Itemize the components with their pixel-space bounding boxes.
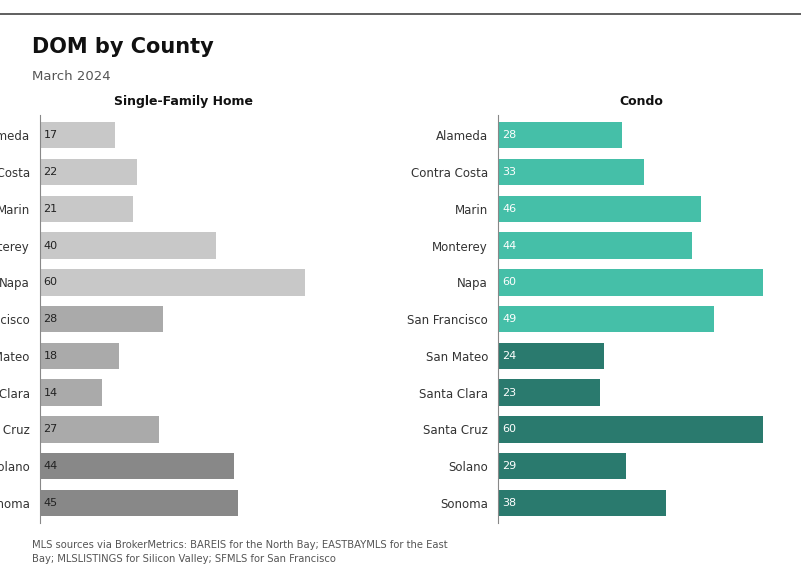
Bar <box>498 306 714 332</box>
Text: 45: 45 <box>43 498 58 508</box>
Bar <box>40 269 304 296</box>
Text: 17: 17 <box>43 130 58 140</box>
Text: 23: 23 <box>502 388 516 398</box>
Text: 28: 28 <box>502 130 517 140</box>
Bar <box>40 196 133 222</box>
Text: MLS sources via BrokerMetrics: BAREIS for the North Bay; EASTBAYMLS for the East: MLS sources via BrokerMetrics: BAREIS fo… <box>32 540 448 564</box>
Text: 24: 24 <box>502 351 517 361</box>
Text: 33: 33 <box>502 167 516 177</box>
Title: Condo: Condo <box>620 95 664 108</box>
Text: 22: 22 <box>43 167 58 177</box>
Bar <box>498 196 701 222</box>
Text: 60: 60 <box>502 277 516 288</box>
Text: 29: 29 <box>502 461 517 472</box>
Bar <box>498 122 622 148</box>
Text: March 2024: March 2024 <box>32 70 111 83</box>
Text: 18: 18 <box>43 351 58 361</box>
Bar <box>40 232 216 259</box>
Bar <box>40 159 137 185</box>
Bar <box>40 416 159 443</box>
Text: 46: 46 <box>502 204 516 214</box>
Bar <box>498 232 692 259</box>
Bar <box>498 416 763 443</box>
Bar <box>498 380 600 406</box>
Bar <box>498 343 604 369</box>
Title: Single-Family Home: Single-Family Home <box>114 95 253 108</box>
Bar <box>40 380 102 406</box>
Text: 27: 27 <box>43 424 58 435</box>
Bar <box>40 343 119 369</box>
Text: 49: 49 <box>502 314 517 324</box>
Text: 40: 40 <box>43 240 58 251</box>
Bar <box>40 453 234 480</box>
Bar <box>40 490 239 516</box>
Bar <box>498 490 666 516</box>
Bar <box>40 306 163 332</box>
Text: 44: 44 <box>502 240 517 251</box>
Text: 14: 14 <box>43 388 58 398</box>
Bar <box>498 159 644 185</box>
Text: 21: 21 <box>43 204 58 214</box>
Text: 60: 60 <box>43 277 58 288</box>
Bar <box>498 453 626 480</box>
Text: DOM by County: DOM by County <box>32 37 214 58</box>
Text: 44: 44 <box>43 461 58 472</box>
Text: 60: 60 <box>502 424 516 435</box>
Text: 28: 28 <box>43 314 58 324</box>
Text: 38: 38 <box>502 498 516 508</box>
Bar <box>40 122 115 148</box>
Bar <box>498 269 763 296</box>
